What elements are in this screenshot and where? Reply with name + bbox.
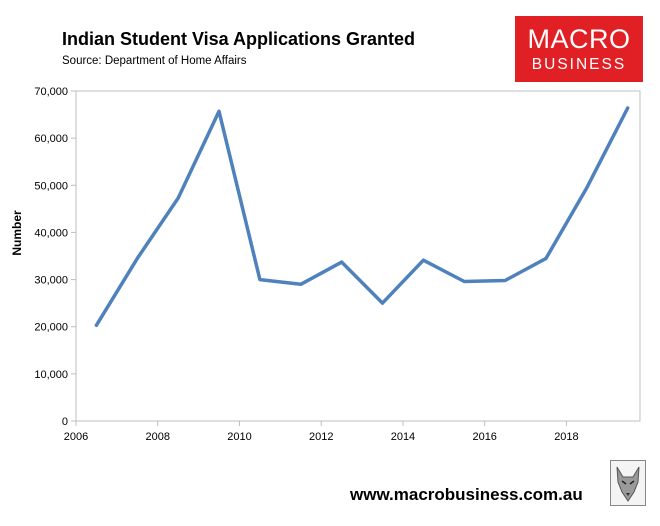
x-tick-label: 2006 bbox=[64, 431, 88, 443]
data-point bbox=[462, 279, 466, 283]
x-tick-label: 2018 bbox=[554, 431, 578, 443]
macro-business-logo: MACRO BUSINESS bbox=[515, 16, 643, 82]
data-point bbox=[421, 258, 425, 262]
y-tick-label: 70,000 bbox=[34, 86, 68, 98]
data-point bbox=[258, 278, 262, 282]
x-tick-label: 2012 bbox=[309, 431, 333, 443]
data-point bbox=[217, 109, 221, 113]
data-point bbox=[340, 260, 344, 264]
x-tick-label: 2008 bbox=[145, 431, 169, 443]
data-point bbox=[176, 196, 180, 200]
data-point bbox=[94, 323, 98, 327]
x-tick-label: 2010 bbox=[227, 431, 251, 443]
chart-source: Source: Department of Home Affairs bbox=[62, 55, 247, 67]
series-line bbox=[94, 106, 630, 328]
x-tick-label: 2014 bbox=[391, 431, 415, 443]
y-tick-label: 50,000 bbox=[34, 180, 68, 192]
plot-area-border bbox=[75, 90, 641, 422]
y-tick-label: 40,000 bbox=[34, 227, 68, 239]
y-tick-label: 60,000 bbox=[34, 133, 68, 145]
data-point bbox=[626, 106, 630, 110]
y-tick-label: 20,000 bbox=[34, 322, 68, 334]
data-point bbox=[299, 282, 303, 286]
y-tick-label: 10,000 bbox=[34, 369, 68, 381]
data-point bbox=[503, 279, 507, 283]
data-point bbox=[135, 256, 139, 260]
data-point bbox=[585, 186, 589, 190]
chart-title: Indian Student Visa Applications Granted bbox=[62, 29, 416, 49]
y-tick-label: 30,000 bbox=[34, 275, 68, 287]
x-tick-label: 2016 bbox=[472, 431, 496, 443]
logo-line-2: BUSINESS bbox=[531, 56, 627, 73]
y-tick-label: 0 bbox=[62, 416, 68, 428]
data-point bbox=[381, 301, 385, 305]
logo-line-1: MACRO bbox=[527, 24, 631, 54]
data-point bbox=[544, 256, 548, 260]
website-url: www.macrobusiness.com.au bbox=[350, 485, 583, 504]
wolf-logo-icon bbox=[610, 460, 646, 506]
